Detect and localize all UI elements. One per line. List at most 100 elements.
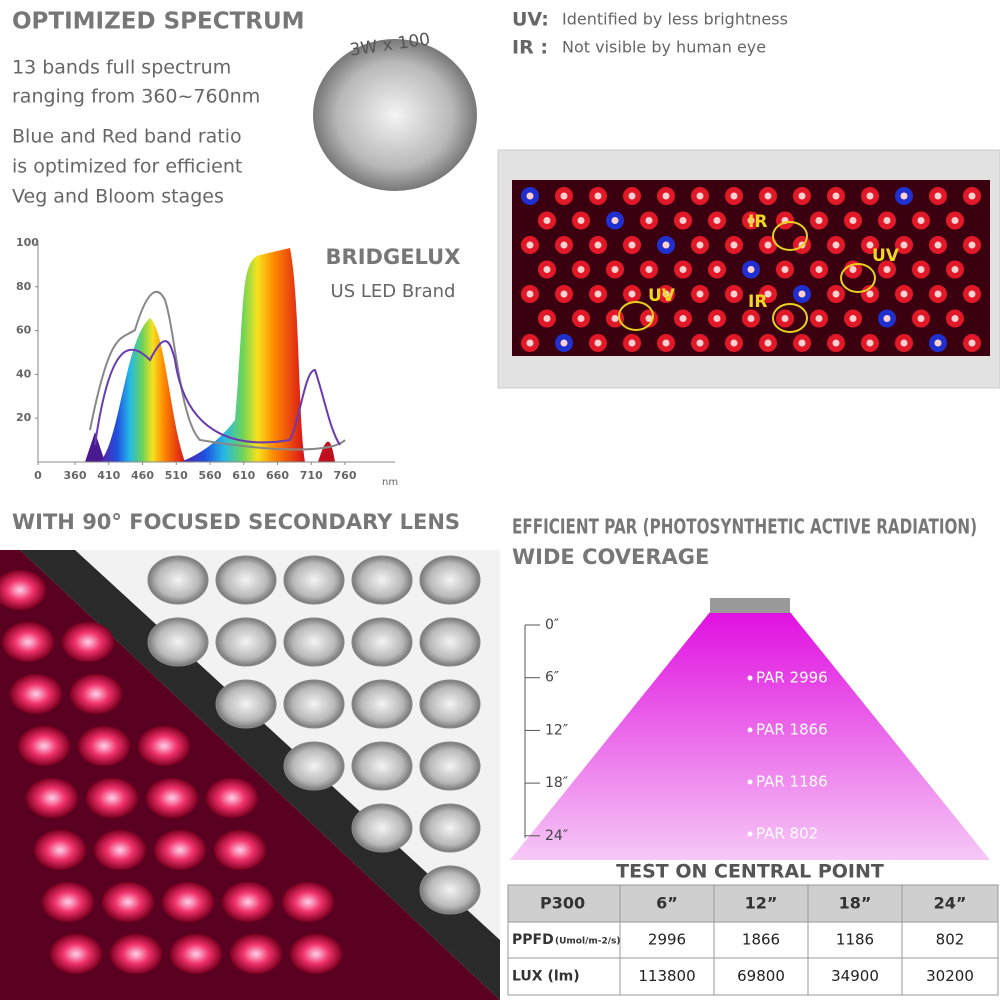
spectrum-curve (100, 318, 185, 462)
reading-dot (747, 727, 753, 733)
led-center (900, 290, 908, 298)
table-cell: 113800 (638, 967, 695, 985)
table-cell: 30200 (926, 967, 974, 985)
y-tick-label: 20 (16, 411, 32, 424)
led-center (917, 217, 925, 224)
led-center (628, 241, 636, 249)
led-center (968, 290, 976, 298)
led-center (662, 241, 670, 249)
height-label: 6″ (545, 670, 559, 686)
led-center (798, 192, 806, 200)
led-lens (2, 622, 54, 662)
led-lens (146, 778, 198, 818)
led-center (849, 266, 857, 273)
clear-lens (283, 555, 345, 605)
clear-lens (215, 679, 277, 729)
clear-lens (419, 741, 481, 791)
reading-dot (747, 675, 753, 681)
led-center (560, 192, 568, 200)
clear-lens (147, 617, 209, 667)
table-header: P300 (540, 894, 585, 913)
led-center (883, 266, 891, 273)
led-center (968, 339, 976, 347)
led-center (696, 192, 704, 200)
led-center (560, 290, 568, 298)
led-center (730, 241, 738, 249)
highlight-ring (772, 221, 808, 251)
axis-unit: nm (382, 477, 398, 488)
table-header-bg (508, 885, 998, 922)
led-center (764, 290, 772, 298)
led-center (832, 241, 840, 249)
table-cell: 802 (936, 931, 965, 949)
x-tick-label: 610 (232, 469, 255, 482)
led-lens (138, 726, 190, 766)
spectrum-line (89, 290, 346, 451)
height-label: 12″ (545, 722, 568, 738)
table-header: 6” (656, 894, 678, 913)
x-tick-label: 410 (97, 469, 120, 482)
y-tick-label: 80 (16, 280, 32, 293)
led-center (866, 290, 874, 298)
led-lens (170, 934, 222, 974)
par-reading: PAR 802 (756, 825, 818, 843)
x-tick-label: 460 (131, 469, 154, 482)
table-header: 12” (745, 894, 778, 913)
x-tick-label: 360 (64, 469, 87, 482)
led-center (900, 339, 908, 347)
led-lens (282, 882, 334, 922)
led-center (543, 266, 551, 273)
led-center (951, 266, 959, 273)
led-center (577, 217, 585, 224)
led-lens (110, 934, 162, 974)
led-lens (94, 830, 146, 870)
clear-lens (419, 617, 481, 667)
led-center (611, 217, 619, 224)
clear-lens (147, 555, 209, 605)
led-center (747, 217, 755, 224)
table-border (507, 884, 999, 996)
led-label: UV (872, 246, 900, 266)
row-label: PPFD (512, 932, 554, 948)
led-center (798, 290, 806, 298)
height-label: 18″ (545, 775, 568, 791)
led-lens (78, 726, 130, 766)
legend-text: Not visible by human eye (562, 38, 766, 57)
x-tick-label: 760 (334, 469, 357, 482)
led-center (781, 315, 789, 322)
led-lens (290, 934, 342, 974)
led-center (713, 217, 721, 224)
spectrum-curve (180, 248, 305, 462)
clear-lens (419, 865, 481, 915)
led-center (662, 339, 670, 347)
led-center (832, 192, 840, 200)
reading-dot (747, 779, 753, 785)
led-label: UV (648, 286, 676, 306)
clear-lens (351, 679, 413, 729)
led-center (679, 315, 687, 322)
led-center (730, 290, 738, 298)
led-center (934, 192, 942, 200)
clear-lens (351, 741, 413, 791)
table-cell: 1186 (836, 931, 874, 949)
clear-lens (419, 679, 481, 729)
legend-text: Identified by less brightness (562, 10, 788, 29)
spectrum-line (94, 340, 341, 446)
led-center (543, 315, 551, 322)
led-lens (62, 622, 114, 662)
fixture (710, 598, 790, 613)
led-center (543, 217, 551, 224)
led-center (849, 217, 857, 224)
highlight-ring (618, 301, 654, 331)
led-center (713, 266, 721, 273)
led-lens (222, 882, 274, 922)
led-center (628, 192, 636, 200)
section-title: WITH 90° FOCUSED SECONDARY LENS (12, 510, 460, 534)
led-center (696, 241, 704, 249)
table-title: TEST ON CENTRAL POINT (616, 861, 884, 883)
table-cell: 34900 (831, 967, 879, 985)
led-center (883, 217, 891, 224)
table-header: 18” (839, 894, 872, 913)
led-center (968, 241, 976, 249)
led-label: IR (748, 212, 767, 232)
